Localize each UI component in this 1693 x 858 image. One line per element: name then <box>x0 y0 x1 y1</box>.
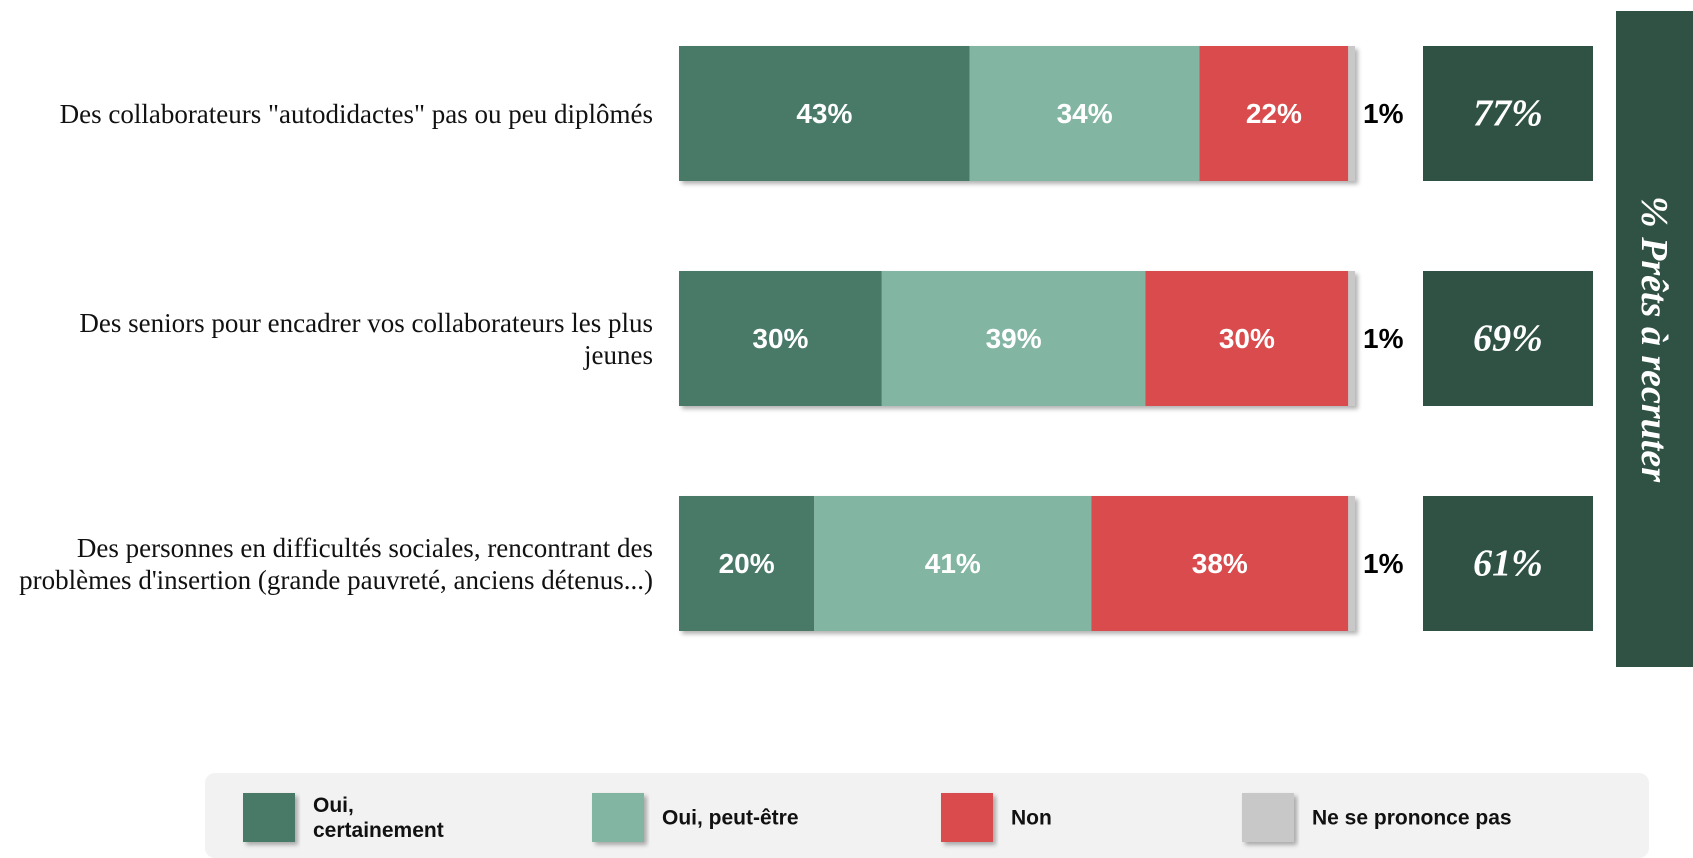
bar-segment <box>969 46 1200 181</box>
summary-box <box>1423 46 1593 181</box>
value-label: 1% <box>1363 98 1404 129</box>
legend-swatch <box>592 793 644 842</box>
summary-panel <box>1616 11 1693 667</box>
bar-segment <box>679 271 882 406</box>
value-label: 34% <box>1057 98 1113 129</box>
category-label: Des seniors pour encadrer vos collaborat… <box>79 307 653 370</box>
bar-segment <box>1091 496 1349 631</box>
summary-value: 61% <box>1473 543 1543 585</box>
value-label: 20% <box>719 548 775 579</box>
value-label: 1% <box>1363 323 1404 354</box>
summary-value: 69% <box>1473 318 1543 360</box>
value-label: 1% <box>1363 548 1404 579</box>
legend-label: Ne se prononce pas <box>1312 806 1512 830</box>
value-label: 43% <box>796 98 852 129</box>
summary-value: 77% <box>1473 93 1543 135</box>
value-label: 30% <box>752 323 808 354</box>
bar-segment <box>1348 496 1355 631</box>
summary-box <box>1423 271 1593 406</box>
bar-segment <box>679 496 815 631</box>
bar-segment <box>814 496 1092 631</box>
value-label: 38% <box>1192 548 1248 579</box>
bar-segment <box>1348 46 1355 181</box>
value-label: 39% <box>986 323 1042 354</box>
category-label: Des collaborateurs "autodidactes" pas ou… <box>59 98 653 129</box>
bar-segment <box>1199 46 1349 181</box>
value-label: 22% <box>1246 98 1302 129</box>
legend-label: Oui, peut-être <box>662 806 799 830</box>
summary-title: % Prêts à recruter <box>1633 196 1675 483</box>
bar-group <box>679 271 1355 406</box>
bar-group <box>679 46 1355 181</box>
legend-swatch <box>1242 793 1294 842</box>
value-label: 30% <box>1219 323 1275 354</box>
bar-group <box>679 496 1355 631</box>
bar-segment <box>881 271 1146 406</box>
legend-swatch <box>243 793 295 842</box>
legend-label: Non <box>1011 806 1052 830</box>
bar-segment <box>1145 271 1349 406</box>
legend-label: Oui, certainement <box>313 794 444 842</box>
value-label: 41% <box>925 548 981 579</box>
bar-segment <box>679 46 970 181</box>
legend-swatch <box>941 793 993 842</box>
category-label: Des personnes en difficultés sociales, r… <box>19 532 653 595</box>
summary-box <box>1423 496 1593 631</box>
bar-segment <box>1348 271 1355 406</box>
